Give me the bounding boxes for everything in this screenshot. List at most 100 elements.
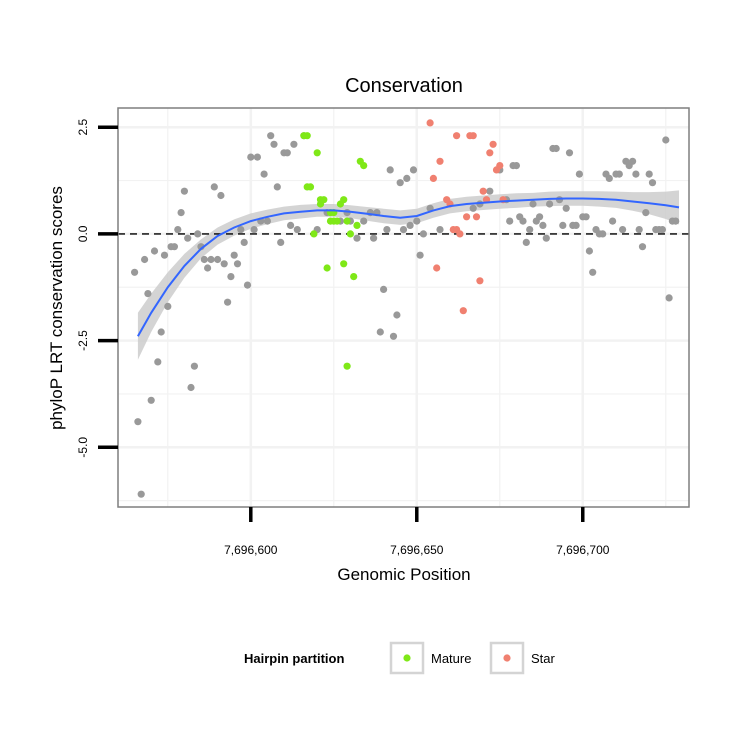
data-point-other <box>419 230 427 238</box>
legend-key-star <box>489 641 525 675</box>
data-point-other <box>512 162 521 170</box>
data-point-star <box>472 213 481 221</box>
data-point-other <box>645 170 653 178</box>
data-point-other <box>224 298 232 306</box>
data-point-other <box>436 226 444 234</box>
data-point-other <box>648 179 657 187</box>
data-point-mature <box>343 362 351 370</box>
data-point-other <box>386 166 394 174</box>
data-point-other <box>506 217 514 225</box>
data-point-mature <box>310 230 318 238</box>
smooth-confidence-band <box>137 190 679 360</box>
panel-border <box>117 107 690 508</box>
data-point-other <box>585 247 594 255</box>
data-point-other <box>243 281 252 289</box>
data-point-other <box>565 149 574 157</box>
data-point-other <box>210 183 218 191</box>
data-point-other <box>529 200 537 208</box>
data-point-other <box>642 209 650 217</box>
data-point-mature <box>343 217 351 225</box>
data-point-star <box>486 149 494 157</box>
data-point-other <box>353 234 361 242</box>
data-point-other <box>658 226 667 234</box>
data-point-other <box>180 187 188 195</box>
data-point-other <box>389 332 398 340</box>
data-point-star <box>436 157 444 165</box>
plot-panel <box>117 107 690 508</box>
data-point-other <box>383 226 391 234</box>
data-point-other <box>360 217 368 225</box>
data-point-other <box>250 226 258 234</box>
data-point-other <box>403 174 411 182</box>
data-point-other <box>605 174 613 182</box>
data-point-other <box>131 268 139 276</box>
data-point-mature <box>333 217 341 225</box>
data-point-other <box>287 221 295 229</box>
data-point-other <box>194 230 202 238</box>
y-tick-label: 0.0 <box>76 225 90 242</box>
x-tick-label: 7,696,650 <box>390 543 444 557</box>
data-point-other <box>177 209 185 217</box>
data-point-other <box>635 226 643 234</box>
data-point-other <box>273 183 281 191</box>
data-point-mature <box>360 162 368 170</box>
data-point-star <box>453 132 461 140</box>
data-point-other <box>638 243 647 251</box>
data-point-other <box>164 302 172 310</box>
data-point-other <box>399 226 408 234</box>
data-point-other <box>240 238 248 246</box>
data-point-other <box>154 358 162 366</box>
data-point-star <box>489 140 497 148</box>
data-point-other <box>147 396 155 404</box>
legend-marker-star <box>503 654 511 662</box>
data-point-other <box>263 217 271 225</box>
data-point-other <box>283 149 291 157</box>
data-point-other <box>137 490 145 498</box>
legend-title: Hairpin partition <box>244 651 344 666</box>
data-point-other <box>190 362 198 370</box>
data-point-mature <box>346 230 354 238</box>
data-point-other <box>253 153 261 161</box>
data-point-other <box>619 226 627 234</box>
data-point-other <box>575 170 584 178</box>
legend-marker-mature <box>403 654 411 662</box>
data-point-star <box>456 230 464 238</box>
x-tick-label: 7,696,600 <box>224 543 278 557</box>
data-point-star <box>429 174 437 182</box>
data-point-other <box>187 383 195 392</box>
y-axis-title: phyloP LRT conservation scores <box>47 186 66 430</box>
data-point-other <box>409 166 418 174</box>
data-point-other <box>214 255 222 264</box>
data-point-other <box>546 200 554 208</box>
legend-label-star: Star <box>531 651 556 666</box>
data-point-other <box>207 255 215 264</box>
legend-label-mature: Mature <box>431 651 471 666</box>
data-point-other <box>469 204 477 212</box>
data-point-star <box>469 132 477 140</box>
data-point-other <box>293 226 301 234</box>
data-point-star <box>433 264 441 272</box>
data-point-other <box>396 179 404 187</box>
data-point-other <box>672 217 680 225</box>
y-tick-label: 2.5 <box>76 119 90 136</box>
data-point-other <box>572 221 580 229</box>
data-point-other <box>204 264 212 272</box>
data-point-other <box>157 328 165 336</box>
data-point-mature <box>353 221 361 229</box>
data-point-other <box>141 255 149 264</box>
data-point-other <box>220 260 228 268</box>
data-point-other <box>237 226 245 234</box>
data-point-other <box>599 230 607 238</box>
data-point-other <box>270 140 278 148</box>
data-point-other <box>539 221 547 229</box>
data-point-other <box>615 170 623 178</box>
data-point-mature <box>313 149 321 157</box>
data-point-mature <box>323 264 331 272</box>
data-point-other <box>174 226 182 234</box>
legend-key-mature <box>389 641 425 675</box>
data-point-other <box>247 153 255 161</box>
data-point-other <box>609 217 617 225</box>
data-point-other <box>589 268 597 276</box>
data-point-other <box>522 238 530 246</box>
y-tick-label: -2.5 <box>76 330 90 351</box>
